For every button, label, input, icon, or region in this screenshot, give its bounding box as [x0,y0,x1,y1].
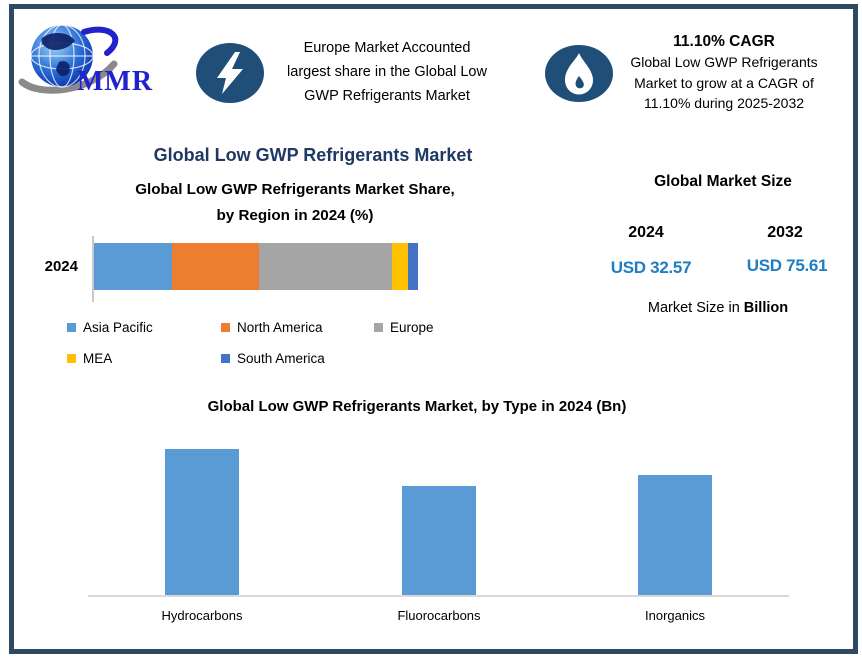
market-size-footer: Market Size in Billion [608,300,828,316]
legend-label: Europe [390,320,434,335]
market-size-year-2024: 2024 [628,224,664,241]
legend-label: South America [237,351,325,366]
type-chart-title: Global Low GWP Refrigerants Market, by T… [207,398,627,415]
market-size-value-2032: USD 75.61 [746,256,828,275]
legend-chip [374,323,383,332]
europe-line-3: GWP Refrigerants Market [304,88,470,104]
legend-label: MEA [83,351,113,366]
region-year-axis-label: 2024 [44,258,78,275]
market-size-year-2032: 2032 [767,224,803,241]
market-size-title: Global Market Size [654,173,792,190]
stacked-segment-europe [259,243,393,290]
legend-chip [67,354,76,363]
type-bar [638,475,712,595]
region-chart-axis-line [92,236,94,302]
type-category-label: Fluorocarbons [397,608,481,623]
legend-chip [221,323,230,332]
stacked-segment-south-america [408,243,419,290]
legend-chip [67,323,76,332]
legend-item-asia-pacific: Asia Pacific [67,320,153,335]
cagr-headline: 11.10% CAGR [673,33,775,50]
type-chart-baseline [88,595,789,597]
legend-item-north-america: North America [221,320,323,335]
type-category-label: Inorganics [645,608,705,623]
legend-label: North America [237,320,323,335]
logo-text: MMR [77,66,153,97]
market-size-footer-prefix: Market Size in [647,300,744,316]
cagr-line-2: Market to grow at a CAGR of [634,74,814,91]
europe-line-1: Europe Market Accounted [303,40,471,56]
flame-icon [545,45,613,102]
logo-blue-swoosh [81,26,119,56]
cagr-line-3: 11.10% during 2025-2032 [643,95,805,111]
mmr-logo: MMR [18,24,153,97]
stacked-segment-north-america [171,243,260,290]
market-size-value-2024: USD 32.57 [610,258,692,277]
logo-continents [41,32,75,77]
stacked-segment-mea [392,243,409,290]
stacked-segment-asia-pacific [94,243,172,290]
europe-highlight-text: Europe Market Accounted largest share in… [260,36,514,108]
cagr-highlight: 11.10% CAGR Global Low GWP Refrigerants … [606,31,842,114]
lightning-bolt-icon [196,43,264,103]
cagr-line-1: Global Low GWP Refrigerants [630,54,818,70]
europe-line-2: largest share in the Global Low [287,64,487,80]
market-size-footer-unit: Billion [743,300,789,316]
region-chart-title-line1: Global Low GWP Refrigerants Market Share… [135,181,455,198]
legend-chip [221,354,230,363]
logo-globe-grid [30,24,94,88]
logo-gray-swoosh [18,60,118,94]
region-stacked-bar [94,243,419,290]
legend-item-europe: Europe [374,320,434,335]
main-title: Global Low GWP Refrigerants Market [153,145,473,165]
region-chart-title-line2: by Region in 2024 (%) [216,207,374,224]
legend-label: Asia Pacific [83,320,153,335]
legend-item-south-america: South America [221,351,325,366]
region-chart-title: Global Low GWP Refrigerants Market Share… [85,177,505,229]
type-bar [165,449,239,595]
type-category-label: Hydrocarbons [161,608,243,623]
type-bar [402,486,476,595]
legend-item-mea: MEA [67,351,112,366]
